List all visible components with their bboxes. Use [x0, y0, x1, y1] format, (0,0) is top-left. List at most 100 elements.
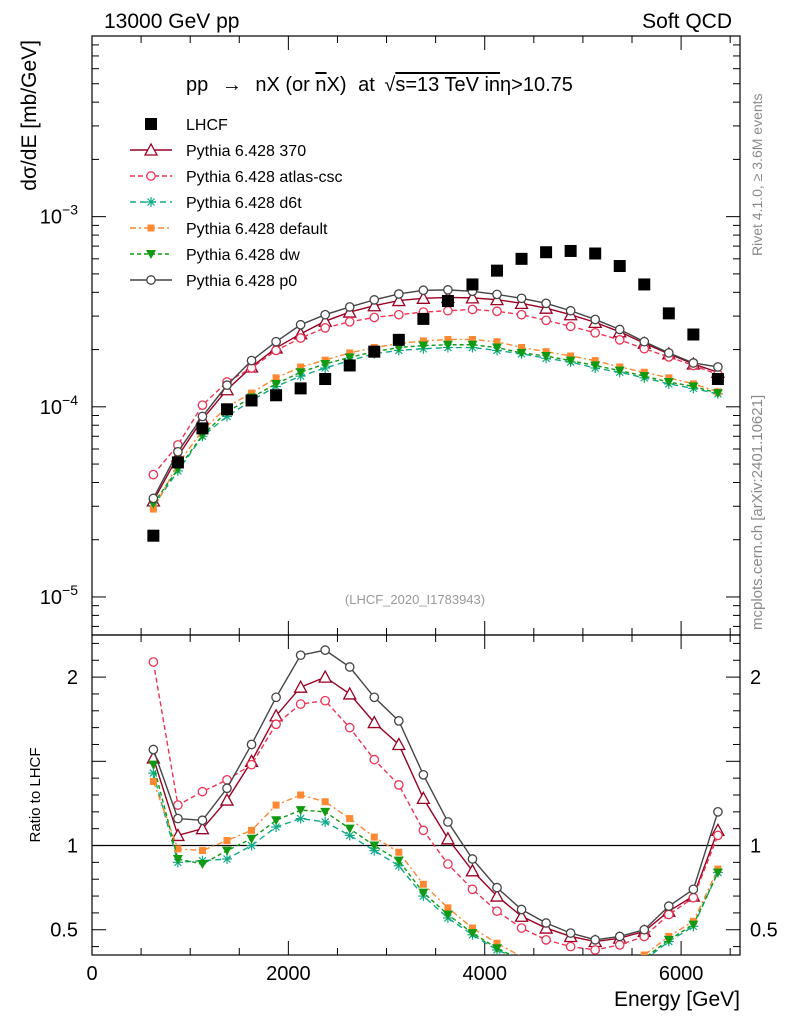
- point-pythia-6-428-dw: [516, 348, 527, 358]
- lhcf-point: [687, 328, 700, 341]
- ratio-point-pythia-6-428-atlas-csc: [271, 719, 281, 730]
- ratio-tick-label-right: 0.5: [750, 920, 778, 942]
- ratio-point-pythia-6-428-370: [489, 888, 505, 902]
- ratio-point-pythia-6-428-default: [493, 939, 501, 947]
- point-pythia-6-428-atlas-csc: [492, 306, 502, 317]
- ratio-point-pythia-6-428-p0: [295, 650, 306, 661]
- ratio-point-pythia-6-428-default: [346, 815, 354, 823]
- point-pythia-6-428-atlas-csc: [320, 323, 331, 333]
- x-tick-label: 2000: [266, 963, 311, 985]
- ratio-point-pythia-6-428-atlas-csc: [418, 825, 429, 836]
- legend-marker: [146, 171, 156, 181]
- ratio-point-pythia-6-428-dw: [148, 760, 159, 770]
- lhcf-point: [417, 312, 430, 325]
- ratio-line-pythia-6-428-default: [152, 781, 719, 955]
- legend-entry-pythia-6-428-p0: Pythia 6.428 p0: [130, 273, 297, 290]
- header-right: Soft QCD: [642, 10, 732, 33]
- ratio-panel-data: [146, 645, 726, 955]
- star-arm: [321, 818, 330, 826]
- lhcf-point: [540, 246, 553, 259]
- legend-label: Pythia 6.428 default: [186, 221, 328, 238]
- ratio-point-pythia-6-428-p0: [197, 815, 208, 826]
- point-pythia-6-428-p0: [565, 305, 576, 316]
- ratio-point-pythia-6-428-atlas-csc: [369, 754, 380, 765]
- lhcf-point: [392, 333, 405, 346]
- ratio-point-pythia-6-428-dw: [688, 920, 699, 930]
- ratio-point-pythia-6-428-p0: [443, 817, 453, 827]
- ratio-point-pythia-6-428-atlas-csc: [541, 934, 551, 945]
- ratio-point-pythia-6-428-370: [440, 831, 456, 845]
- point-pythia-6-428-p0: [393, 289, 404, 299]
- ratio-point-pythia-6-428-p0: [246, 739, 257, 750]
- ratio-point-pythia-6-428-atlas-csc: [713, 830, 723, 841]
- ratio-point-pythia-6-428-370: [391, 737, 406, 751]
- ratio-point-pythia-6-428-dw: [393, 856, 404, 866]
- ratio-point-pythia-6-428-atlas-csc: [688, 892, 699, 903]
- point-pythia-6-428-atlas-csc: [271, 345, 281, 356]
- point-pythia-6-428-atlas-csc: [344, 316, 355, 327]
- point-pythia-6-428-default: [297, 363, 305, 371]
- lhcf-point: [613, 260, 626, 273]
- point-pythia-6-428-dw: [442, 340, 453, 350]
- legend: LHCF Pythia 6.428 370 Pythia 6.428 atlas-c…: [130, 117, 343, 290]
- ratio-point-pythia-6-428-default: [395, 848, 403, 856]
- main-panel-data: [146, 244, 726, 542]
- ratio-point-pythia-6-428-atlas-csc: [663, 909, 674, 920]
- point-pythia-6-428-dw: [295, 368, 306, 378]
- point-pythia-6-428-370: [367, 298, 382, 312]
- ratio-point-pythia-6-428-dw: [197, 860, 208, 870]
- star-arm: [147, 198, 155, 206]
- lhcf-point: [466, 278, 479, 291]
- star-arm: [149, 769, 158, 778]
- point-pythia-6-428-p0: [443, 285, 453, 295]
- point-pythia-6-428-atlas-csc: [467, 304, 478, 315]
- ratio-line-pythia-6-428-d6t: [152, 772, 719, 955]
- lhcf-point: [491, 264, 503, 277]
- point-pythia-6-428-default: [248, 389, 256, 397]
- point-pythia-6-428-atlas-csc: [295, 333, 306, 343]
- ratio-point-pythia-6-428-default: [248, 826, 256, 834]
- point-pythia-6-428-370: [391, 293, 406, 307]
- ratio-point-pythia-6-428-p0: [614, 931, 625, 942]
- lhcf-point: [270, 389, 283, 402]
- point-pythia-6-428-p0: [639, 336, 650, 347]
- ratio-point-pythia-6-428-atlas-csc: [295, 699, 306, 709]
- ratio-point-pythia-6-428-atlas-csc: [320, 695, 331, 706]
- point-pythia-6-428-p0: [516, 293, 527, 304]
- ratio-tick-label-left: 0.5: [50, 920, 78, 942]
- ratio-point-pythia-6-428-p0: [713, 806, 723, 817]
- ratio-point-pythia-6-428-dw: [369, 841, 380, 851]
- point-pythia-6-428-p0: [614, 324, 625, 335]
- ratio-point-pythia-6-428-370: [170, 828, 186, 842]
- x-tick-label: 6000: [659, 963, 704, 985]
- point-pythia-6-428-atlas-csc: [614, 334, 625, 345]
- lhcf-point: [441, 295, 454, 308]
- ratio-point-pythia-6-428-370: [195, 821, 210, 835]
- lhcf-point: [171, 456, 184, 469]
- point-pythia-6-428-p0: [541, 298, 551, 309]
- ratio-point-pythia-6-428-atlas-csc: [565, 941, 576, 952]
- ratio-point-pythia-6-428-370: [342, 686, 357, 700]
- point-pythia-6-428-dw: [418, 341, 429, 351]
- ratio-point-pythia-6-428-dw: [320, 807, 331, 817]
- ratio-point-pythia-6-428-atlas-csc: [148, 657, 159, 667]
- point-pythia-6-428-atlas-csc: [516, 309, 527, 320]
- ratio-point-pythia-6-428-default: [174, 845, 182, 853]
- plot-title: pp → nX (or nX) at √s=13 TeV inη>10.75: [186, 74, 573, 96]
- ratio-point-pythia-6-428-dw: [418, 888, 429, 898]
- y-tick-label: 10−3: [40, 202, 78, 229]
- legend-label: Pythia 6.428 370: [186, 143, 306, 160]
- ratio-point-pythia-6-428-atlas-csc: [590, 945, 601, 955]
- point-pythia-6-428-p0: [369, 295, 380, 305]
- ratio-point-pythia-6-428-atlas-csc: [614, 940, 625, 950]
- lhcf-point: [638, 278, 651, 291]
- point-pythia-6-428-p0: [197, 411, 208, 422]
- point-pythia-6-428-p0: [590, 314, 601, 325]
- point-pythia-6-428-default: [419, 337, 427, 345]
- lhcf-point: [343, 359, 356, 372]
- lhcf-point: [245, 394, 258, 407]
- ratio-point-pythia-6-428-default: [419, 880, 427, 888]
- ratio-point-pythia-6-428-p0: [320, 645, 331, 656]
- point-pythia-6-428-dw: [639, 372, 650, 382]
- legend-marker: [146, 250, 156, 259]
